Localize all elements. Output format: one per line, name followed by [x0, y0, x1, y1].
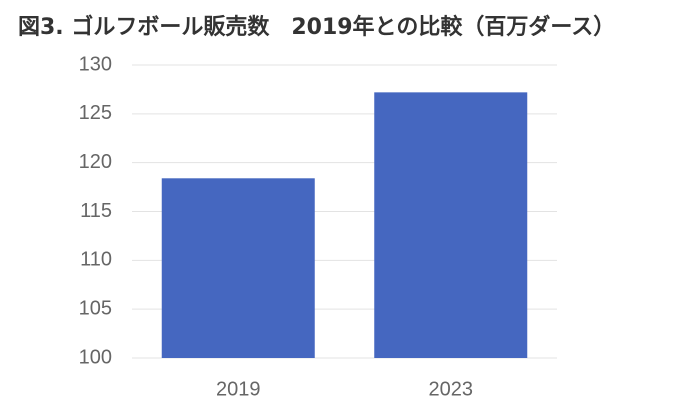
y-tick-label: 105: [79, 297, 112, 319]
y-tick-label: 115: [80, 200, 112, 222]
chart-title: 図3. ゴルフボール販売数 2019年との比較（百万ダース）: [18, 14, 615, 40]
x-tick-label: 2019: [216, 378, 261, 400]
bar: [161, 178, 315, 358]
y-tick-label: 120: [79, 151, 112, 173]
x-tick-label: 2023: [429, 378, 474, 400]
bar: [374, 92, 528, 358]
y-tick-label: 110: [80, 249, 112, 271]
y-tick-label: 125: [79, 102, 112, 124]
y-tick-label: 100: [79, 346, 112, 368]
y-tick-label: 130: [79, 53, 112, 75]
